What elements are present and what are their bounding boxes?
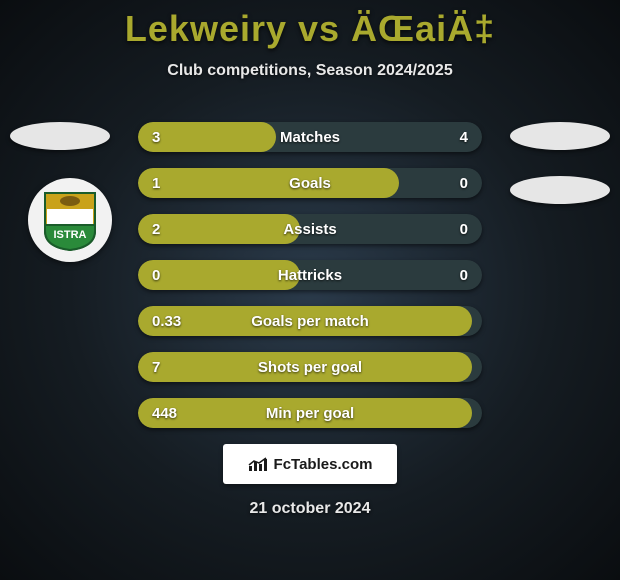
stat-fill [138, 260, 300, 290]
placeholder-oval-right-1 [510, 122, 610, 150]
brand-text: FcTables.com [274, 456, 373, 473]
placeholder-oval-left [10, 122, 110, 150]
club-shield-text: ISTRA [54, 229, 87, 241]
date-text: 21 october 2024 [0, 500, 620, 518]
brand-box: FcTables.com [223, 444, 397, 484]
stat-fill [138, 168, 399, 198]
stat-fill [138, 352, 472, 382]
stat-fill [138, 306, 472, 336]
brand-chart-icon [248, 456, 270, 472]
page-subtitle: Club competitions, Season 2024/2025 [0, 62, 620, 80]
stat-row: 7Shots per goal [138, 352, 482, 382]
stat-row: 00Hattricks [138, 260, 482, 290]
stat-row: 20Assists [138, 214, 482, 244]
page-title: Lekweiry vs ÄŒaiÄ‡ [0, 8, 620, 50]
club-shield-icon: ISTRA [43, 189, 97, 251]
stats-list: 34Matches 10Goals 20Assists 00Hattricks 0.33… [138, 122, 482, 428]
stat-row: 448Min per goal [138, 398, 482, 428]
stat-row: 0.33Goals per match [138, 306, 482, 336]
stat-fill [138, 122, 276, 152]
stat-row: 34Matches [138, 122, 482, 152]
card: Lekweiry vs ÄŒaiÄ‡ Club competitions, Se… [0, 0, 620, 580]
stat-row: 10Goals [138, 168, 482, 198]
placeholder-oval-right-2 [510, 176, 610, 204]
stat-fill [138, 398, 472, 428]
club-badge: ISTRA [28, 178, 112, 262]
stat-fill [138, 214, 300, 244]
